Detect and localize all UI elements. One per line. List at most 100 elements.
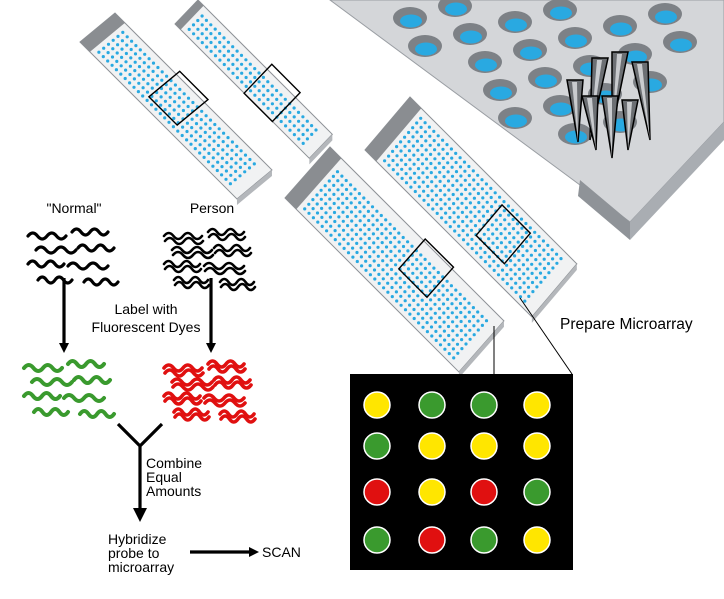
slide-spot <box>270 84 274 88</box>
slide-spot <box>441 147 445 151</box>
slide-spot <box>461 238 466 242</box>
slide-spot <box>547 271 551 275</box>
slide-spot <box>512 236 516 240</box>
slide-spot <box>119 72 123 76</box>
slide-spot <box>533 239 537 243</box>
slide-spot <box>208 118 213 122</box>
slide-spot <box>441 284 445 288</box>
zoom-spot-green <box>470 391 498 419</box>
slide-spot <box>301 124 305 128</box>
slide-spot <box>529 244 533 248</box>
slide-spot <box>354 232 358 236</box>
slide-spot <box>200 14 204 18</box>
slide-spot <box>513 272 517 276</box>
slide-spot <box>400 167 404 171</box>
slide-spot <box>415 276 419 280</box>
slide-spot <box>367 218 371 223</box>
slide-spot <box>345 215 349 219</box>
slide-spot <box>384 236 388 240</box>
slide-spot <box>442 175 446 179</box>
slide-spot <box>450 156 454 160</box>
slide-spot <box>231 62 235 66</box>
slide-spot <box>383 159 387 163</box>
slide-spot <box>462 160 467 164</box>
slide-spot <box>491 241 495 245</box>
slide-spot <box>445 279 449 283</box>
slide-spot <box>432 139 436 143</box>
slide-spot <box>412 298 416 302</box>
slide-spot <box>455 333 459 337</box>
slide-spot <box>471 306 475 310</box>
well-liquid <box>400 14 422 28</box>
slide-spot <box>275 97 279 101</box>
slide-spot <box>555 261 559 265</box>
slide-spot <box>385 254 389 258</box>
slide-spot <box>235 49 239 53</box>
slide-spot <box>489 195 493 200</box>
slide-highlight-square <box>475 203 532 265</box>
slide-spot <box>351 246 355 250</box>
slide-spot <box>328 215 332 219</box>
slide-spot <box>207 151 211 155</box>
slide-spot <box>463 324 467 328</box>
slide-spot <box>434 320 438 324</box>
slide-spot <box>501 277 505 281</box>
slide-spot <box>394 263 398 267</box>
slide-spot <box>218 31 222 36</box>
slide-spot <box>458 165 463 169</box>
slide-spot <box>505 272 509 277</box>
well-plate-front <box>578 180 630 240</box>
slide-spot <box>141 94 145 98</box>
slide-spot <box>428 143 432 147</box>
slide-spot <box>435 202 439 206</box>
slide-spot <box>338 242 342 246</box>
slide-spot <box>525 240 529 244</box>
zoom-spot-green <box>470 526 498 554</box>
slide-spot <box>425 330 429 334</box>
slide-spot <box>524 221 528 226</box>
slide-spot <box>505 263 509 267</box>
slide-spot <box>452 220 456 224</box>
dna-strand-red <box>171 382 215 392</box>
slide-spot <box>486 228 490 232</box>
slide-spot <box>524 231 528 235</box>
slide-spot <box>468 183 472 187</box>
slide-spot <box>257 80 261 84</box>
slide-spot <box>331 174 335 178</box>
slide-spot <box>261 75 265 79</box>
slide-spot <box>303 207 307 211</box>
slide-spot <box>457 224 461 228</box>
slide-spot <box>221 148 225 152</box>
slide-spot <box>559 257 563 261</box>
slide-spot <box>432 275 436 279</box>
slide-spot <box>403 153 407 157</box>
slide-spot <box>384 218 388 222</box>
slide-spot <box>292 115 296 119</box>
slide-spot <box>464 197 468 201</box>
slide-spot <box>424 148 428 152</box>
slide-spot <box>332 210 337 215</box>
slide-spot <box>514 281 518 285</box>
slide-spot <box>443 202 447 206</box>
slide-spot <box>102 46 106 50</box>
slide-spot <box>395 145 399 149</box>
slide-spot <box>499 241 503 245</box>
slide-spot <box>209 49 213 53</box>
slide-label-band <box>285 147 342 210</box>
slide-spot <box>225 152 229 156</box>
slide-spot <box>537 235 541 239</box>
slide-spot <box>403 281 407 285</box>
slide-spot <box>120 55 124 60</box>
zoom-spot-green <box>363 432 391 460</box>
person-label: Person <box>190 200 234 216</box>
slide-spot <box>323 184 327 188</box>
slide-spot <box>136 90 140 94</box>
slide-spot <box>222 36 226 40</box>
slide-spot <box>472 315 476 319</box>
slide-spot <box>218 58 222 62</box>
dna-strand-person <box>162 259 202 269</box>
slide-spot <box>507 222 511 226</box>
slide-spot <box>202 147 207 151</box>
slide-spot <box>451 192 455 197</box>
slide-spot <box>97 50 101 54</box>
